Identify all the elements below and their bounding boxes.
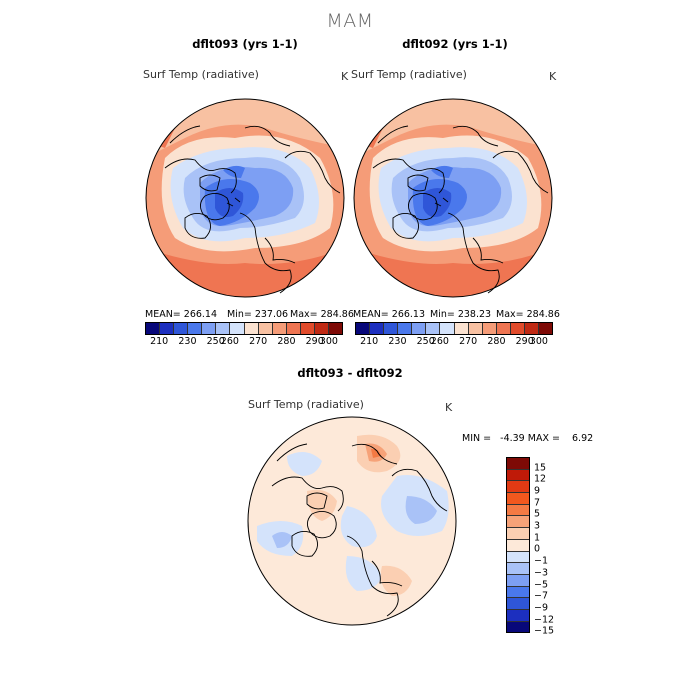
colorbar-tick-label: 15 <box>534 462 547 474</box>
colorbar-swatch <box>244 323 259 334</box>
colorbar-left: 210 230 250 260 270 280 290 300 <box>145 322 343 347</box>
colorbar-swatch <box>482 323 497 334</box>
panel-left-units: K <box>341 70 349 83</box>
colorbar-swatch <box>507 493 529 505</box>
colorbar-tick-label: 230 <box>178 336 197 347</box>
diff-variable: Surf Temp (radiative) <box>248 398 364 411</box>
panel-left-max: Max= 284.86 <box>290 309 354 320</box>
colorbar-swatch <box>507 469 529 482</box>
colorbar-swatch <box>258 323 273 334</box>
colorbar-tick-label: 260 <box>220 336 239 347</box>
panel-right-title: dflt092 (yrs 1-1) <box>402 37 508 51</box>
colorbar-tick-label: −1 <box>534 555 549 567</box>
colorbar-tick-label: 9 <box>534 485 541 497</box>
colorbar-swatch <box>188 323 203 334</box>
colorbar-swatch <box>507 586 529 599</box>
colorbar-tick-label: 250 <box>206 336 225 347</box>
colorbar-swatch <box>468 323 483 334</box>
colorbar-tick-label: 230 <box>388 336 407 347</box>
colorbar-tick-label: −12 <box>534 614 555 626</box>
colorbar-swatch <box>507 516 529 529</box>
colorbar-swatch <box>539 323 553 334</box>
panel-right-min: Min= 238.23 <box>430 309 492 320</box>
panel-left-min: Min= 237.06 <box>227 309 289 320</box>
colorbar-swatch <box>146 323 161 334</box>
colorbar-tick-label: 280 <box>487 336 506 347</box>
panel-left-title: dflt093 (yrs 1-1) <box>192 37 298 51</box>
colorbar-swatch <box>454 323 469 334</box>
colorbar-tick-label: 210 <box>360 336 379 347</box>
colorbar-swatch <box>507 539 529 552</box>
colorbar-tick-label: 280 <box>277 336 296 347</box>
colorbar-tick-label: 290 <box>305 336 324 347</box>
colorbar-swatch <box>398 323 413 334</box>
colorbar-tick-label: 0 <box>534 543 541 555</box>
colorbar-swatch <box>507 609 529 622</box>
colorbar-tick-label: 5 <box>534 508 541 520</box>
colorbar-tick-label: −5 <box>534 579 549 591</box>
colorbar-swatch <box>507 504 529 517</box>
colorbar-swatch <box>440 323 455 334</box>
colorbar-swatch <box>202 323 217 334</box>
colorbar-diff: 15 12 9 7 5 3 1 0 −1 −3 −5 −7 −9 −12 −15 <box>506 457 554 637</box>
colorbar-swatch <box>507 458 529 470</box>
diff-minmax: MIN = -4.39 MAX = 6.92 <box>462 433 594 444</box>
colorbar-tick-label: 12 <box>534 473 547 485</box>
colorbar-swatch <box>507 563 529 575</box>
figure-title: MAM <box>326 10 374 32</box>
colorbar-swatch <box>174 323 189 334</box>
colorbar-swatch <box>370 323 385 334</box>
colorbar-tick-label: 270 <box>459 336 478 347</box>
diff-units: K <box>445 401 453 414</box>
polar-map-diff <box>247 416 457 626</box>
colorbar-swatch <box>272 323 287 334</box>
colorbar-tick-label: −7 <box>534 590 549 602</box>
colorbar-tick-label: 1 <box>534 532 541 544</box>
colorbar-swatch <box>510 323 525 334</box>
colorbar-swatch <box>412 323 427 334</box>
colorbar-swatch <box>507 481 529 494</box>
colorbar-tick-label: 300 <box>319 336 338 347</box>
panel-left-mean: MEAN= 266.14 <box>145 309 218 320</box>
colorbar-tick-label: −3 <box>534 567 549 579</box>
colorbar-tick-label: 270 <box>249 336 268 347</box>
colorbar-tick-label: 3 <box>534 520 541 532</box>
panel-left-variable: Surf Temp (radiative) <box>143 68 259 81</box>
colorbar-tick-label: 260 <box>430 336 449 347</box>
colorbar-swatch <box>384 323 399 334</box>
colorbar-swatch <box>507 598 529 610</box>
colorbar-swatch <box>507 621 529 633</box>
colorbar-swatch <box>230 323 245 334</box>
polar-map-right <box>353 98 553 298</box>
colorbar-swatch <box>496 323 511 334</box>
diff-title: dflt093 - dflt092 <box>297 366 403 380</box>
colorbar-tick-label: −9 <box>534 602 549 614</box>
panel-right-mean: MEAN= 266.13 <box>353 309 426 320</box>
colorbar-tick-label: 7 <box>534 497 541 509</box>
colorbar-swatch <box>524 323 540 334</box>
polar-map-left <box>145 98 345 298</box>
panel-right-variable: Surf Temp (radiative) <box>351 68 467 81</box>
colorbar-swatch <box>507 551 529 564</box>
colorbar-swatch <box>216 323 231 334</box>
colorbar-swatch <box>160 323 175 334</box>
colorbar-right: 210 230 250 260 270 280 290 300 <box>355 322 553 347</box>
colorbar-tick-label: 290 <box>515 336 534 347</box>
colorbar-swatch <box>314 323 330 334</box>
colorbar-tick-label: −15 <box>534 625 555 637</box>
panel-right-units: K <box>549 70 557 83</box>
colorbar-swatch <box>507 528 529 540</box>
colorbar-tick-label: 210 <box>150 336 169 347</box>
colorbar-tick-label: 250 <box>416 336 435 347</box>
colorbar-swatch <box>426 323 441 334</box>
panel-right-max: Max= 284.86 <box>496 309 560 320</box>
colorbar-swatch <box>329 323 343 334</box>
colorbar-swatch <box>356 323 371 334</box>
colorbar-tick-label: 300 <box>529 336 548 347</box>
colorbar-swatch <box>300 323 315 334</box>
colorbar-swatch <box>507 574 529 587</box>
colorbar-swatch <box>286 323 301 334</box>
